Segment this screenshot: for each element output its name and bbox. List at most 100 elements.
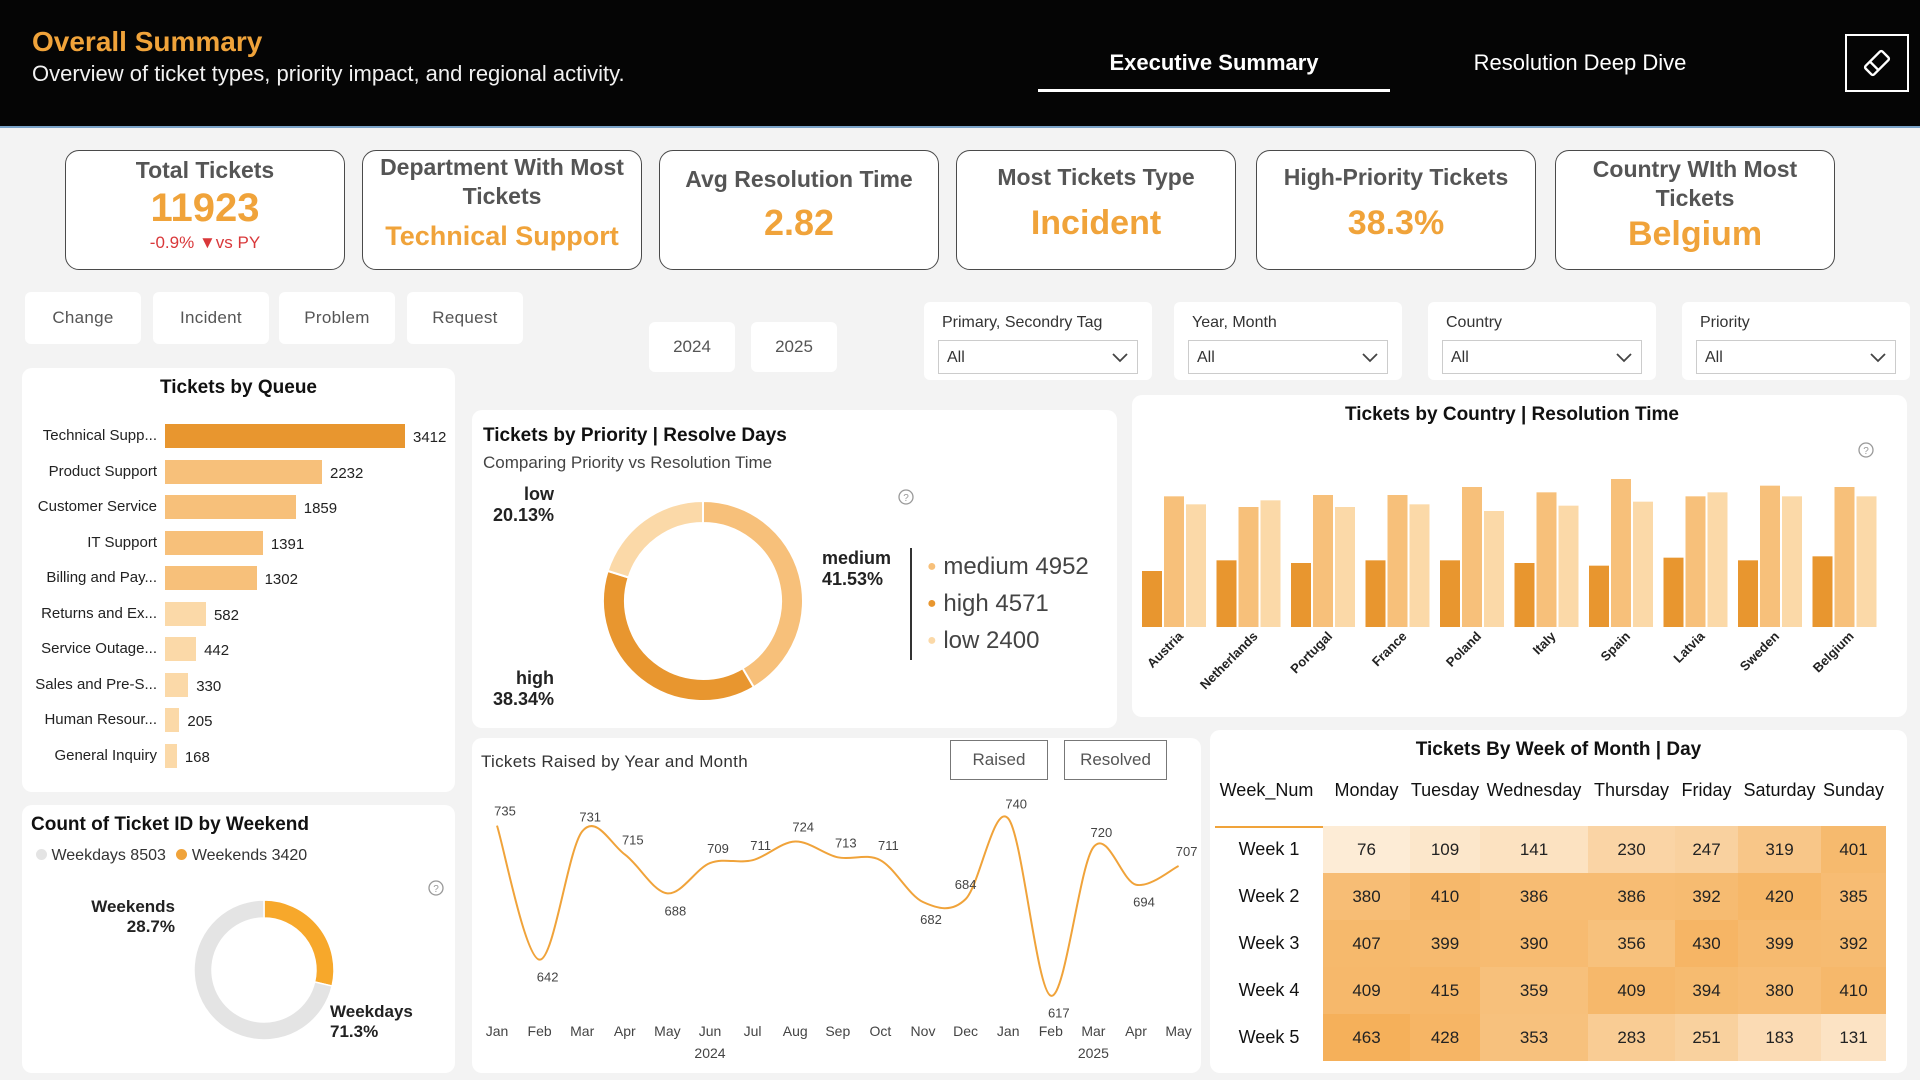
queue-bar[interactable] [165,708,180,732]
country-bar[interactable] [1536,492,1557,627]
country-bar[interactable] [1856,496,1877,627]
country-bar[interactable] [1387,495,1408,627]
queue-bar[interactable] [165,459,322,484]
country-bar[interactable] [1834,487,1855,627]
priority-slice-low[interactable] [606,499,704,579]
heatmap-cell[interactable]: 386 [1588,873,1675,920]
country-bar[interactable] [1216,560,1237,627]
country-bar[interactable] [1409,504,1430,627]
heatmap-cell[interactable]: 356 [1588,920,1675,967]
country-bar[interactable] [1313,495,1333,627]
type-button-incident[interactable]: Incident [153,292,269,344]
country-bar[interactable] [1186,504,1206,627]
heatmap-cell[interactable]: 359 [1480,967,1588,1014]
country-bar[interactable] [1611,479,1631,627]
heatmap-cell[interactable]: 251 [1675,1014,1738,1061]
heatmap-cell[interactable]: 420 [1738,873,1821,920]
type-button-problem[interactable]: Problem [279,292,395,344]
heatmap-cell[interactable]: 390 [1480,920,1588,967]
help-icon[interactable]: ? [1857,441,1875,459]
queue-bar[interactable] [165,495,296,519]
heatmap-cell[interactable]: 386 [1480,873,1588,920]
queue-value-label: 1859 [303,500,338,517]
type-button-change[interactable]: Change [25,292,141,344]
queue-bar[interactable] [165,601,206,626]
heatmap-cell[interactable]: 415 [1410,967,1480,1014]
clear-filters-button[interactable] [1845,34,1909,92]
country-bar[interactable] [1663,557,1684,627]
year-month-dropdown[interactable]: All [1188,340,1388,374]
heatmap-cell[interactable]: 392 [1675,873,1738,920]
tab-resolution-deep-dive[interactable]: Resolution Deep Dive [1473,50,1687,75]
country-bar[interactable] [1462,487,1482,627]
year-button-2024[interactable]: 2024 [649,322,735,372]
heatmap-cell[interactable]: 409 [1588,967,1675,1014]
priority-slice-medium[interactable] [702,499,804,689]
heatmap-cell[interactable]: 410 [1821,967,1886,1014]
country-bar[interactable] [1782,496,1802,627]
country-bar[interactable] [1260,500,1281,627]
queue-bar[interactable] [165,743,177,768]
tag-dropdown[interactable]: All [938,340,1138,374]
heatmap-cell[interactable]: 428 [1410,1014,1480,1061]
country-bar[interactable] [1484,511,1504,627]
weekend-slice-weekdays[interactable] [193,899,334,1041]
heatmap-cell[interactable]: 247 [1675,826,1738,873]
country-bar[interactable] [1238,507,1259,627]
queue-bar[interactable] [165,637,197,661]
heatmap-cell[interactable]: 230 [1588,826,1675,873]
priority-slice-high[interactable] [602,569,756,702]
queue-bar[interactable] [165,424,405,448]
weekend-slice-weekends[interactable] [263,899,335,987]
heatmap-cell[interactable]: 131 [1821,1014,1886,1061]
heatmap-cell[interactable]: 430 [1675,920,1738,967]
heatmap-cell[interactable]: 76 [1323,826,1410,873]
heatmap-cell[interactable]: 183 [1738,1014,1821,1061]
country-bar[interactable] [1440,560,1460,627]
country-bar[interactable] [1738,560,1758,627]
heatmap-cell[interactable]: 141 [1480,826,1588,873]
year-button-2025[interactable]: 2025 [751,322,837,372]
country-bar[interactable] [1142,571,1162,627]
raised-line[interactable] [496,815,1180,997]
country-bar[interactable] [1707,492,1728,627]
help-icon[interactable]: ? [897,488,915,506]
heatmap-cell[interactable]: 401 [1821,826,1886,873]
heatmap-cell[interactable]: 380 [1323,873,1410,920]
queue-bar[interactable] [165,530,263,555]
country-bar[interactable] [1558,505,1579,627]
queue-bar[interactable] [165,672,189,697]
heatmap-cell[interactable]: 399 [1410,920,1480,967]
resolved-button[interactable]: Resolved [1064,740,1167,780]
raised-button[interactable]: Raised [950,740,1048,780]
heatmap-cell[interactable]: 409 [1323,967,1410,1014]
country-bar[interactable] [1760,485,1780,627]
help-icon[interactable]: ? [427,879,445,897]
heatmap-cell[interactable]: 353 [1480,1014,1588,1061]
country-dropdown[interactable]: All [1442,340,1642,374]
heatmap-cell[interactable]: 463 [1323,1014,1410,1061]
heatmap-cell[interactable]: 385 [1821,873,1886,920]
priority-dropdown[interactable]: All [1696,340,1896,374]
heatmap-cell[interactable]: 392 [1821,920,1886,967]
country-bar[interactable] [1685,496,1706,627]
heatmap-cell[interactable]: 394 [1675,967,1738,1014]
country-bar[interactable] [1812,556,1833,627]
type-button-request[interactable]: Request [407,292,523,344]
country-bar[interactable] [1291,563,1311,627]
heatmap-cell[interactable]: 407 [1323,920,1410,967]
country-bar[interactable] [1335,507,1355,627]
heatmap-cell[interactable]: 319 [1738,826,1821,873]
country-bar[interactable] [1365,560,1386,627]
country-bar[interactable] [1633,501,1653,627]
heatmap-cell[interactable]: 399 [1738,920,1821,967]
heatmap-cell[interactable]: 109 [1410,826,1480,873]
country-bar[interactable] [1514,563,1535,627]
heatmap-cell[interactable]: 283 [1588,1014,1675,1061]
queue-bar[interactable] [165,566,257,590]
tab-executive-summary[interactable]: Executive Summary [1109,50,1319,75]
country-bar[interactable] [1164,496,1184,627]
heatmap-cell[interactable]: 410 [1410,873,1480,920]
country-bar[interactable] [1589,565,1609,627]
heatmap-cell[interactable]: 380 [1738,967,1821,1014]
